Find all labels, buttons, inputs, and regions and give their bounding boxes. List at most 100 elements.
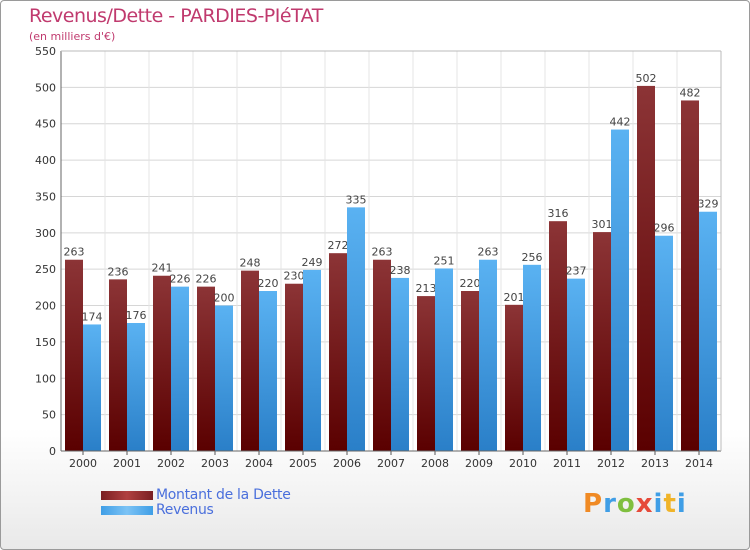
y-tick-label: 0: [49, 445, 56, 458]
data-label: 335: [346, 193, 367, 206]
bar-revenus: [215, 305, 233, 451]
data-label: 226: [196, 273, 217, 286]
y-tick-label: 150: [35, 336, 56, 349]
bar-revenus: [435, 268, 453, 451]
data-label: 272: [328, 239, 349, 252]
proxiti-logo: Proxiti: [583, 489, 687, 519]
bar-revenus: [699, 211, 717, 451]
bar-dette: [153, 275, 171, 451]
bar-revenus: [259, 291, 277, 451]
x-tick-label: 2014: [685, 457, 713, 470]
logo-letter: r: [603, 489, 617, 519]
x-tick-label: 2012: [597, 457, 625, 470]
legend-label-dette: Montant de la Dette: [156, 487, 291, 503]
logo-letter: o: [616, 489, 636, 519]
bar-dette: [373, 259, 391, 451]
bar-dette: [329, 253, 347, 451]
bar-dette: [417, 296, 435, 451]
bar-revenus: [655, 235, 673, 451]
data-label: 249: [302, 256, 323, 269]
x-tick-label: 2013: [641, 457, 669, 470]
x-tick-label: 2010: [509, 457, 537, 470]
data-label: 256: [522, 251, 543, 264]
chart-subtitle: (en milliers d'€): [29, 30, 116, 43]
bar-revenus: [523, 264, 541, 451]
data-label: 316: [548, 207, 569, 220]
bar-revenus: [83, 324, 101, 451]
y-tick-label: 200: [35, 300, 56, 313]
bar-dette: [681, 100, 699, 452]
chart-title: Revenus/Dette - PARDIES-PIéTAT: [29, 5, 323, 27]
data-label: 238: [390, 264, 411, 277]
logo-letter: i: [676, 489, 687, 519]
data-label: 201: [504, 291, 525, 304]
x-tick-label: 2006: [333, 457, 361, 470]
bar-dette: [285, 283, 303, 451]
data-label: 263: [478, 246, 499, 259]
x-tick-label: 2009: [465, 457, 493, 470]
logo-letter: t: [663, 489, 677, 519]
y-tick-label: 300: [35, 227, 56, 240]
x-tick-label: 2007: [377, 457, 405, 470]
data-label: 237: [566, 265, 587, 278]
x-tick-label: 2001: [113, 457, 141, 470]
data-label: 248: [240, 257, 261, 270]
y-tick-label: 250: [35, 263, 56, 276]
y-tick-label: 400: [35, 154, 56, 167]
bar-revenus: [567, 278, 585, 451]
x-tick-label: 2011: [553, 457, 581, 470]
y-tick-label: 350: [35, 190, 56, 203]
y-tick-label: 550: [35, 45, 56, 58]
bar-revenus: [391, 277, 409, 451]
data-label: 442: [610, 116, 631, 129]
y-tick-label: 450: [35, 118, 56, 131]
bar-dette: [241, 270, 259, 451]
y-tick-label: 50: [42, 409, 56, 422]
data-label: 502: [636, 72, 657, 85]
legend-swatch-revenus: [101, 506, 153, 515]
x-tick-label: 2005: [289, 457, 317, 470]
data-label: 176: [126, 309, 147, 322]
legend-label-revenus: Revenus: [156, 502, 214, 518]
data-label: 220: [258, 277, 279, 290]
data-label: 213: [416, 282, 437, 295]
bar-dette: [593, 232, 611, 451]
data-label: 226: [170, 273, 191, 286]
logo-letter: x: [635, 489, 654, 519]
bar-dette: [505, 304, 523, 451]
bar-revenus: [171, 286, 189, 451]
data-label: 263: [64, 246, 85, 259]
bar-revenus: [303, 269, 321, 451]
legend-swatch-dette: [101, 491, 153, 500]
data-label: 174: [82, 310, 103, 323]
data-label: 482: [680, 86, 701, 99]
y-tick-label: 500: [35, 81, 56, 94]
x-tick-label: 2008: [421, 457, 449, 470]
bar-dette: [197, 286, 215, 451]
logo-letter: P: [583, 489, 604, 519]
data-label: 241: [152, 262, 173, 275]
logo-letter: i: [653, 489, 664, 519]
x-tick-label: 2000: [69, 457, 97, 470]
bar-dette: [65, 259, 83, 451]
data-label: 220: [460, 277, 481, 290]
data-label: 251: [434, 254, 455, 267]
bar-revenus: [347, 207, 365, 451]
x-tick-label: 2004: [245, 457, 273, 470]
bar-dette: [549, 221, 567, 451]
bar-revenus: [479, 259, 497, 451]
x-tick-label: 2002: [157, 457, 185, 470]
x-tick-label: 2003: [201, 457, 229, 470]
data-label: 230: [284, 270, 305, 283]
data-label: 301: [592, 218, 613, 231]
bar-dette: [109, 279, 127, 451]
bar-dette: [461, 291, 479, 451]
data-label: 263: [372, 246, 393, 259]
bar-revenus: [611, 129, 629, 451]
bar-revenus: [127, 323, 145, 451]
data-label: 200: [214, 292, 235, 305]
data-label: 296: [654, 222, 675, 235]
bar-dette: [637, 85, 655, 451]
